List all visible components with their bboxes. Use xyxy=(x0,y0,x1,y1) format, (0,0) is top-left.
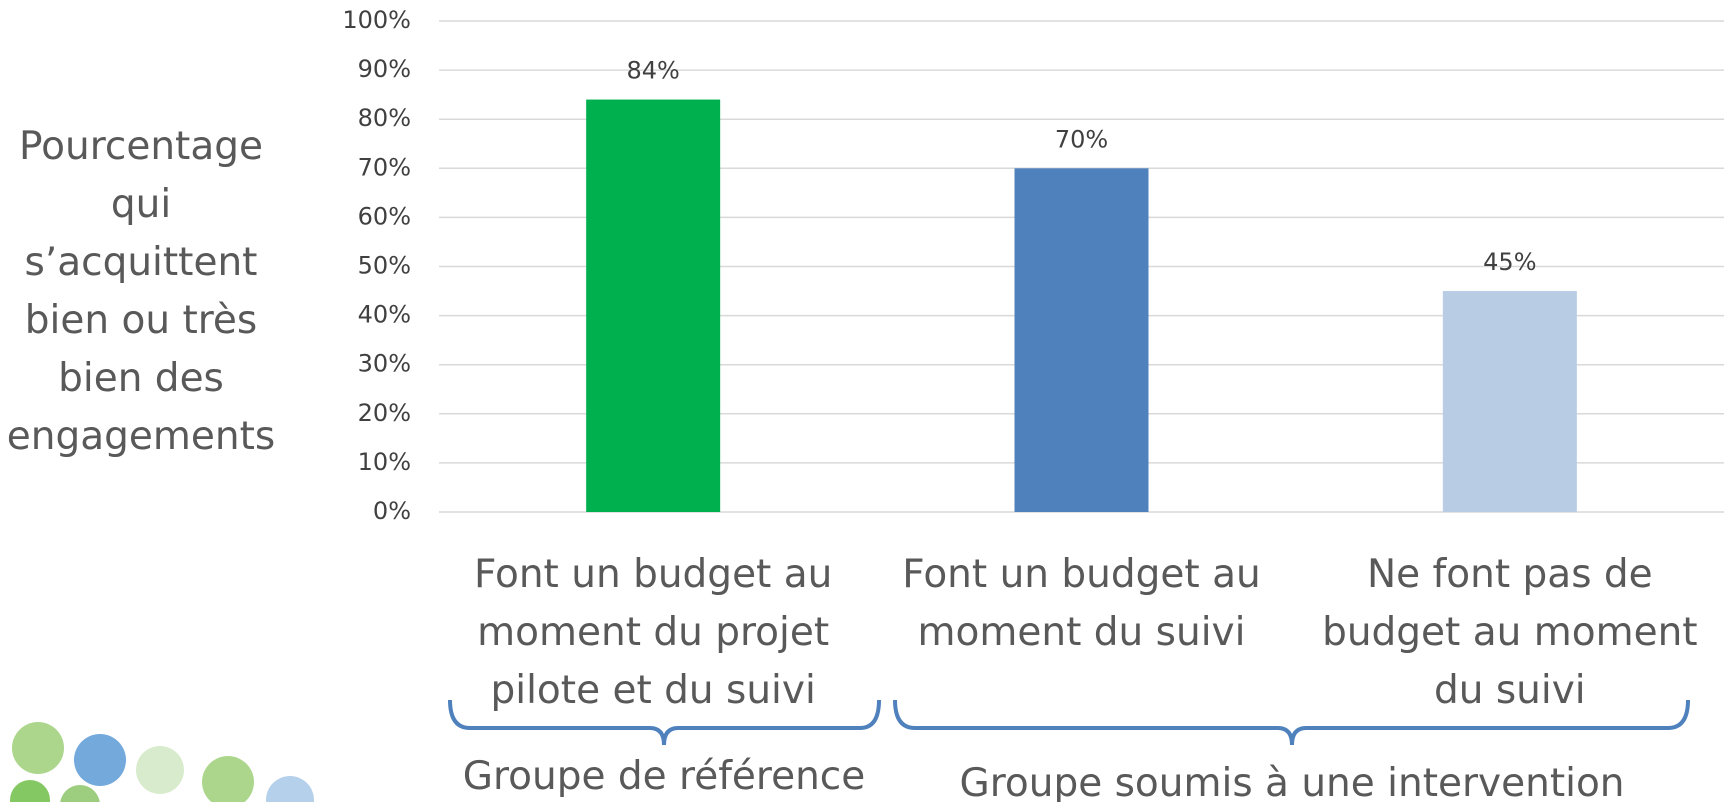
y-tick-label: 60% xyxy=(358,202,411,230)
y-tick-label: 30% xyxy=(358,350,411,378)
data-label: 84% xyxy=(626,57,679,85)
x-tick-label: Font un budget au moment du projet pilot… xyxy=(453,546,853,720)
y-tick-label: 40% xyxy=(358,301,411,329)
y-tick-label: 20% xyxy=(358,399,411,427)
y-tick-label: 70% xyxy=(358,153,411,181)
bar xyxy=(1443,291,1577,512)
x-tick-label: Ne font pas de budget au moment du suivi xyxy=(1310,546,1710,720)
x-tick-label: Font un budget au moment du suivi xyxy=(882,546,1282,662)
y-tick-label: 0% xyxy=(373,497,411,525)
y-tick-label: 80% xyxy=(358,104,411,132)
logo xyxy=(10,722,314,802)
data-label: 45% xyxy=(1483,248,1536,276)
page: 0% 10% 20% 30% 40% 50% 60% 70% 80% 90% 100% 84% 70% 4… xyxy=(0,0,1728,802)
group-label: Groupe de référence xyxy=(414,748,914,802)
y-tick-label: 10% xyxy=(358,448,411,476)
y-tick-label: 50% xyxy=(358,252,411,280)
bar xyxy=(1015,168,1149,512)
data-label: 70% xyxy=(1055,125,1108,153)
bar xyxy=(586,100,720,512)
y-tick-label: 100% xyxy=(342,6,411,34)
y-axis-title: Pourcentage qui s’acquittent bien ou trè… xyxy=(0,118,282,466)
group-label: Groupe soumis à une intervention xyxy=(942,755,1642,802)
y-tick-label: 90% xyxy=(358,55,411,83)
